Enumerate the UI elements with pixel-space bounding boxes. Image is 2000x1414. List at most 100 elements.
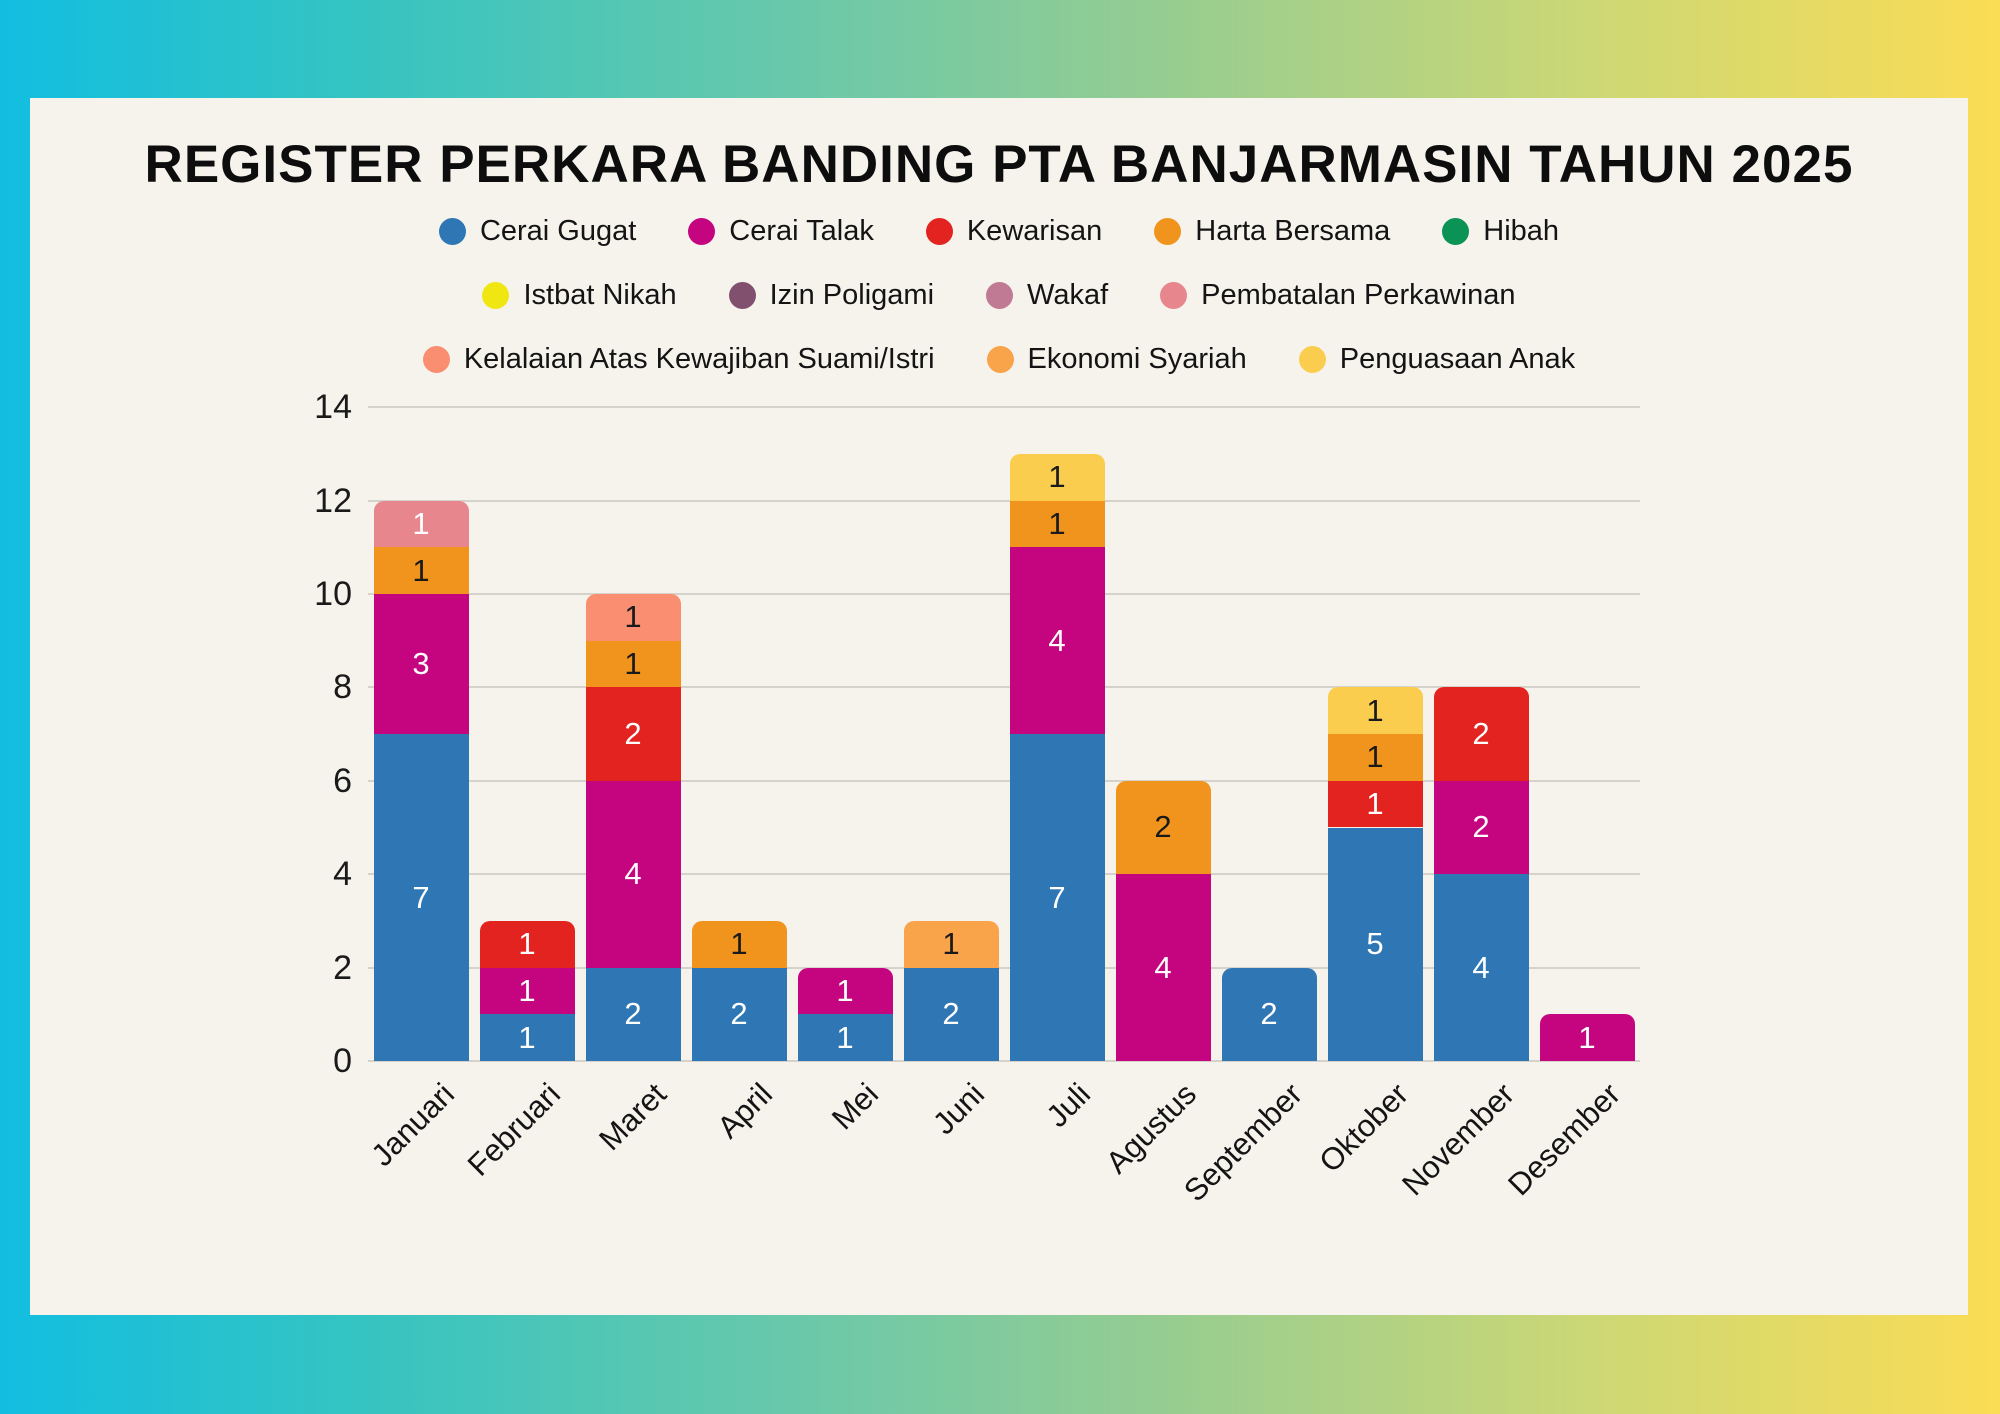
bar-segment: 1 (797, 1014, 893, 1061)
legend-swatch-icon (1160, 281, 1188, 309)
segment-value-label: 7 (1048, 879, 1066, 915)
x-axis-label: Juni (926, 1076, 992, 1142)
bar-maret: 2 4 2 1 1 (585, 98, 681, 1061)
bar-segment: 1 (479, 920, 575, 968)
segment-value-label: 1 (624, 599, 642, 635)
legend-item: Pembatalan Perkawinan (1160, 278, 1516, 312)
bar-segment: 2 (903, 967, 999, 1061)
legend-label: Istbat Nikah (523, 278, 677, 311)
segment-value-label: 1 (1048, 505, 1066, 541)
legend-row: Kelalaian Atas Kewajiban Suami/Istri Ekon… (422, 338, 1576, 380)
legend-item: Kewarisan (925, 214, 1103, 248)
x-axis-label: Juli (1039, 1076, 1098, 1134)
bar-segment: 1 (1539, 1014, 1635, 1061)
legend-row: Istbat Nikah Izin Poligami Wakaf Pembatalan… (482, 274, 1516, 316)
segment-value-label: 1 (624, 646, 642, 682)
legend-swatch-icon (925, 217, 953, 245)
y-tick-label: 0 (333, 1042, 352, 1080)
x-axis-label: Desember (1501, 1076, 1628, 1203)
segment-value-label: 1 (412, 505, 430, 541)
segment-value-label: 2 (1260, 996, 1278, 1032)
legend-swatch-icon (728, 281, 756, 309)
legend-label: Cerai Gugat (479, 214, 637, 247)
legend-item: Cerai Gugat (438, 214, 637, 248)
segment-value-label: 1 (1366, 786, 1384, 822)
bar-segment: 3 (373, 594, 469, 735)
bar-segment: 7 (1009, 734, 1105, 1061)
segment-value-label: 4 (1154, 949, 1172, 985)
segment-value-label: 2 (942, 996, 960, 1032)
legend-label: Wakaf (1027, 278, 1109, 311)
legend-item: Istbat Nikah (482, 278, 677, 312)
x-axis-label: Januari (364, 1076, 462, 1173)
legend-swatch-icon (986, 345, 1014, 373)
bar-segment: 1 (1327, 780, 1423, 828)
bar-segment: 1 (903, 920, 999, 968)
x-axis-label: Oktober (1312, 1076, 1416, 1180)
legend-swatch-icon (986, 281, 1014, 309)
segment-value-label: 2 (1472, 809, 1490, 845)
segment-value-label: 1 (1366, 739, 1384, 775)
gridline (368, 686, 1640, 689)
legend-label: Hibah (1483, 214, 1560, 247)
gridline (368, 406, 1640, 409)
segment-value-label: 4 (1472, 949, 1490, 985)
legend-item: Hibah (1442, 215, 1559, 248)
bar-segment: 1 (1009, 453, 1105, 501)
chart-panel: REGISTER PERKARA BANDING PTA BANJARMASIN… (30, 98, 1968, 1315)
segment-value-label: 1 (1048, 459, 1066, 495)
gridline (368, 779, 1640, 782)
bar-segment: 4 (585, 780, 681, 968)
legend-label: Pembatalan Perkawinan (1201, 278, 1516, 311)
bar-oktober: 5 1 1 1 (1327, 98, 1423, 1061)
segment-value-label: 1 (836, 972, 854, 1008)
bar-segment: 1 (1327, 734, 1423, 781)
bar-segment: 4 (1433, 874, 1529, 1061)
x-axis-label: Agustus (1099, 1076, 1204, 1181)
bar-segment: 1 (585, 594, 681, 641)
legend-item: Cerai Talak (688, 215, 874, 248)
segment-value-label: 1 (1578, 1019, 1596, 1055)
bar-segment: 2 (1221, 967, 1317, 1061)
bar-segment: 2 (1115, 780, 1211, 875)
legend-item: Kelalaian Atas Kewajiban Suami/Istri (422, 343, 935, 376)
legend: Cerai Gugat Cerai Talak Kewarisan Harta Ber… (30, 210, 1968, 380)
segment-value-label: 1 (518, 1019, 536, 1055)
legend-swatch-icon (688, 217, 716, 245)
bar-segment: 1 (1009, 500, 1105, 548)
legend-label: Izin Poligami (769, 278, 935, 311)
segment-value-label: 1 (518, 972, 536, 1008)
legend-item: Penguasaan Anak (1298, 342, 1576, 376)
bar-segment: 7 (373, 734, 469, 1061)
bar-november: 4 2 2 (1433, 98, 1529, 1061)
legend-label: Kewarisan (966, 214, 1103, 247)
bar-juli: 7 4 1 1 (1009, 98, 1105, 1061)
gridline (368, 873, 1640, 876)
bar-desember: 1 (1539, 98, 1635, 1061)
segment-value-label: 5 (1366, 926, 1384, 962)
legend-swatch-icon (1442, 217, 1470, 245)
gridline (368, 966, 1640, 969)
bar-segment: 1 (691, 920, 787, 968)
legend-label: Penguasaan Anak (1339, 342, 1576, 375)
legend-item: Wakaf (986, 279, 1108, 312)
legend-item: Ekonomi Syariah (986, 343, 1247, 376)
segment-value-label: 1 (836, 1019, 854, 1055)
gridline (368, 1060, 1640, 1062)
bar-segment: 1 (1327, 687, 1423, 735)
bar-segment: 4 (1009, 547, 1105, 735)
segment-value-label: 2 (730, 996, 748, 1032)
bar-segment: 1 (373, 547, 469, 594)
segment-value-label: 2 (624, 716, 642, 752)
legend-item: Harta Bersama (1154, 215, 1390, 248)
segment-value-label: 1 (730, 926, 748, 962)
x-axis-label: Mei (824, 1076, 886, 1137)
bar-segment: 2 (691, 967, 787, 1061)
y-tick-label: 6 (333, 761, 352, 800)
y-tick-label: 12 (314, 481, 352, 520)
y-tick-label: 8 (333, 668, 352, 707)
bar-februari: 1 1 1 (479, 98, 575, 1061)
bar-segment: 2 (585, 967, 681, 1061)
